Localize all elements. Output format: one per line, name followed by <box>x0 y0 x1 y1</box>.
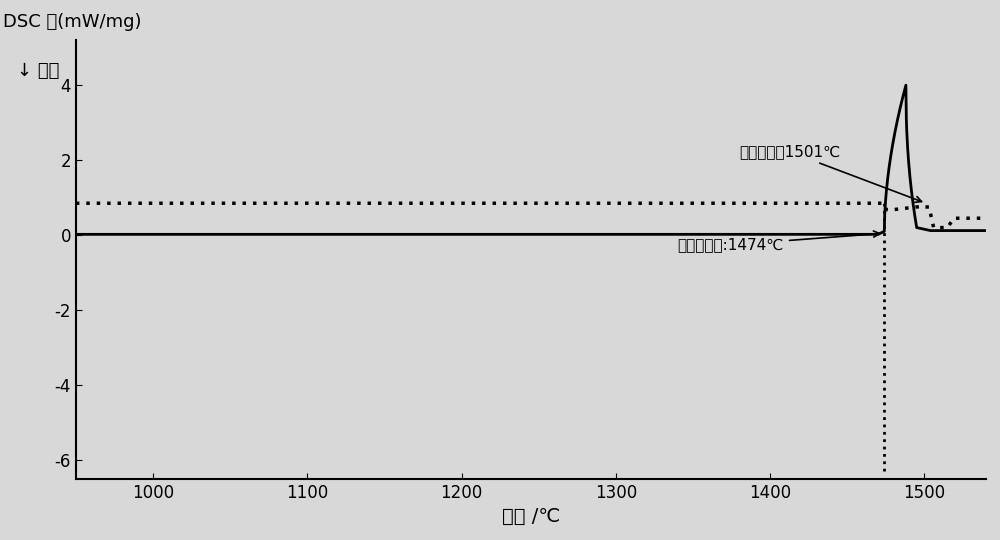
Text: DSC ／(mW/mg): DSC ／(mW/mg) <box>3 14 142 31</box>
X-axis label: 温度 /℃: 温度 /℃ <box>502 507 560 526</box>
Text: 外推起始点:1474℃: 外推起始点:1474℃ <box>678 231 880 252</box>
Text: ↓ 放热: ↓ 放热 <box>17 62 59 80</box>
Text: 外推起始点1501℃: 外推起始点1501℃ <box>739 144 922 202</box>
